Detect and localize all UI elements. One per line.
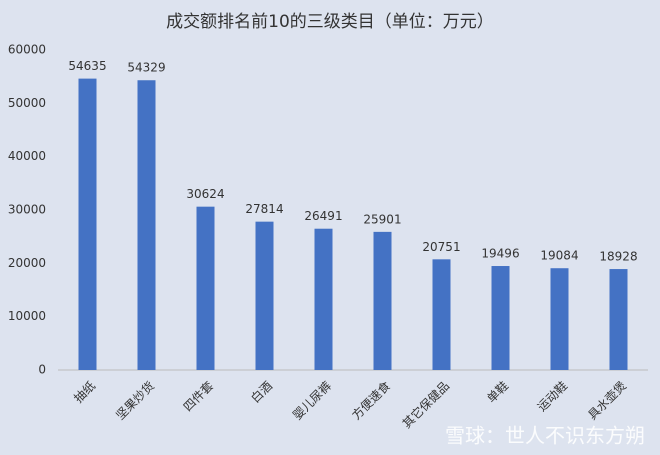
bar <box>609 269 628 370</box>
y-tick-label: 60000 <box>8 43 46 57</box>
y-tick-label: 10000 <box>8 309 46 323</box>
x-tick-label: 方便速食 <box>349 378 394 423</box>
x-tick-label: 四件套 <box>181 379 216 414</box>
x-tick-label: 婴儿尿裤 <box>290 379 334 423</box>
data-label: 54635 <box>68 59 106 73</box>
data-label: 20751 <box>422 240 460 254</box>
bar <box>255 221 274 370</box>
bar <box>196 206 215 370</box>
bar <box>137 80 156 370</box>
x-tick-label: 坚果炒货 <box>113 378 158 423</box>
data-label: 18928 <box>599 250 637 264</box>
bar <box>373 231 392 370</box>
data-label: 19084 <box>540 249 578 263</box>
data-label: 54329 <box>127 61 165 75</box>
x-tick-label: 运动鞋 <box>534 378 570 414</box>
x-tick-label: 白酒 <box>248 378 276 406</box>
y-tick-label: 20000 <box>8 256 46 270</box>
bar <box>78 78 97 370</box>
x-tick-label: 抽纸 <box>71 379 98 406</box>
y-tick-label: 40000 <box>8 149 46 163</box>
x-tick-label: 具水壶煲 <box>585 378 630 423</box>
data-label: 30624 <box>186 187 224 201</box>
y-tick-label: 30000 <box>8 203 46 217</box>
watermark: 雪球：世人不识东方朔 <box>445 424 645 448</box>
data-label: 25901 <box>363 212 401 226</box>
bar <box>314 228 333 370</box>
bar <box>491 266 510 370</box>
bar <box>550 268 569 370</box>
chart-title: 成交额排名前10的三级类目（单位：万元） <box>166 12 494 32</box>
bar <box>432 259 451 370</box>
data-label: 19496 <box>481 247 519 261</box>
data-label: 27814 <box>245 202 283 216</box>
y-tick-label: 0 <box>38 363 46 377</box>
data-label: 26491 <box>304 209 342 223</box>
x-tick-label: 单鞋 <box>484 378 512 406</box>
y-tick-label: 50000 <box>8 96 46 110</box>
